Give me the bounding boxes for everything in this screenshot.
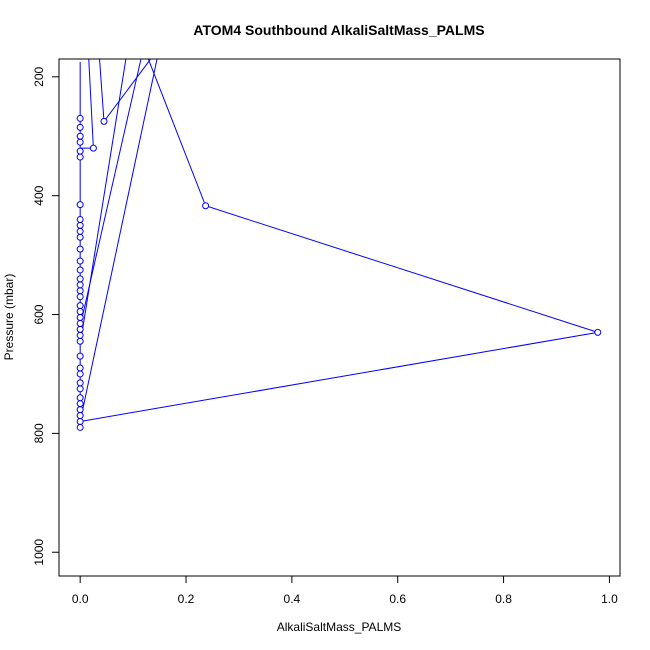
data-point (76, 245, 84, 253)
y-tick-label: 800 (32, 423, 46, 443)
x-tick-label: 0.6 (389, 592, 406, 606)
data-point (76, 400, 84, 408)
data-point (76, 331, 84, 339)
data-point (76, 201, 84, 209)
x-tick-label: 0.2 (178, 592, 195, 606)
series-line (79, 59, 127, 345)
data-point (76, 221, 84, 229)
chart-title: ATOM4 Southbound AlkaliSaltMass_PALMS (193, 22, 484, 38)
y-tick-label: 400 (32, 185, 46, 205)
data-point (76, 302, 84, 310)
data-point (76, 406, 84, 414)
data-point (76, 266, 84, 274)
y-axis: 200 400 600 800 1000 (32, 66, 59, 566)
data-point (76, 153, 84, 161)
x-tick-label: 0.0 (72, 592, 89, 606)
series-layer (79, 59, 598, 428)
data-point (76, 379, 84, 387)
data-point (76, 132, 84, 140)
points-layer (76, 114, 602, 431)
data-point (76, 114, 84, 122)
data-point (202, 202, 210, 210)
series-line (80, 59, 94, 149)
data-point (76, 293, 84, 301)
plot-frame (58, 58, 621, 577)
data-point (76, 281, 84, 289)
data-point (89, 144, 97, 152)
data-point (76, 319, 84, 327)
x-axis: 0.0 0.2 0.4 0.6 0.8 1.0 (72, 576, 618, 606)
data-point (76, 287, 84, 295)
y-tick-label: 200 (32, 66, 46, 86)
data-point (76, 257, 84, 265)
data-point (76, 123, 84, 131)
data-point (76, 275, 84, 283)
data-point (76, 325, 84, 333)
y-tick-label: 1000 (32, 539, 46, 566)
y-axis-label: Pressure (mbar) (2, 274, 16, 361)
data-point (76, 417, 84, 425)
data-point (76, 412, 84, 420)
data-point (76, 308, 84, 316)
x-tick-label: 1.0 (601, 592, 618, 606)
data-point (76, 233, 84, 241)
series-line (79, 59, 598, 423)
x-axis-label: AlkaliSaltMass_PALMS (277, 620, 402, 634)
x-tick-label: 0.8 (495, 592, 512, 606)
data-point (594, 328, 602, 336)
y-tick-label: 600 (32, 304, 46, 324)
data-point (76, 314, 84, 321)
data-point (76, 364, 84, 372)
data-point (76, 385, 84, 393)
data-point (76, 337, 84, 345)
x-tick-label: 0.4 (284, 592, 301, 606)
data-point (100, 117, 108, 125)
data-point (76, 352, 84, 360)
data-point (76, 147, 84, 155)
data-point (76, 370, 84, 378)
data-point (76, 423, 84, 431)
data-point (76, 138, 84, 146)
data-point (76, 394, 84, 402)
data-point (76, 227, 84, 235)
data-point (76, 215, 84, 223)
